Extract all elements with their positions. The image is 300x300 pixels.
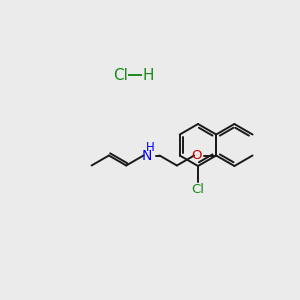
Text: O: O [192,149,202,162]
Text: Cl: Cl [113,68,128,82]
Text: H: H [143,68,154,82]
Text: H: H [146,141,155,154]
Text: Cl: Cl [191,183,205,196]
Text: N: N [141,148,152,163]
